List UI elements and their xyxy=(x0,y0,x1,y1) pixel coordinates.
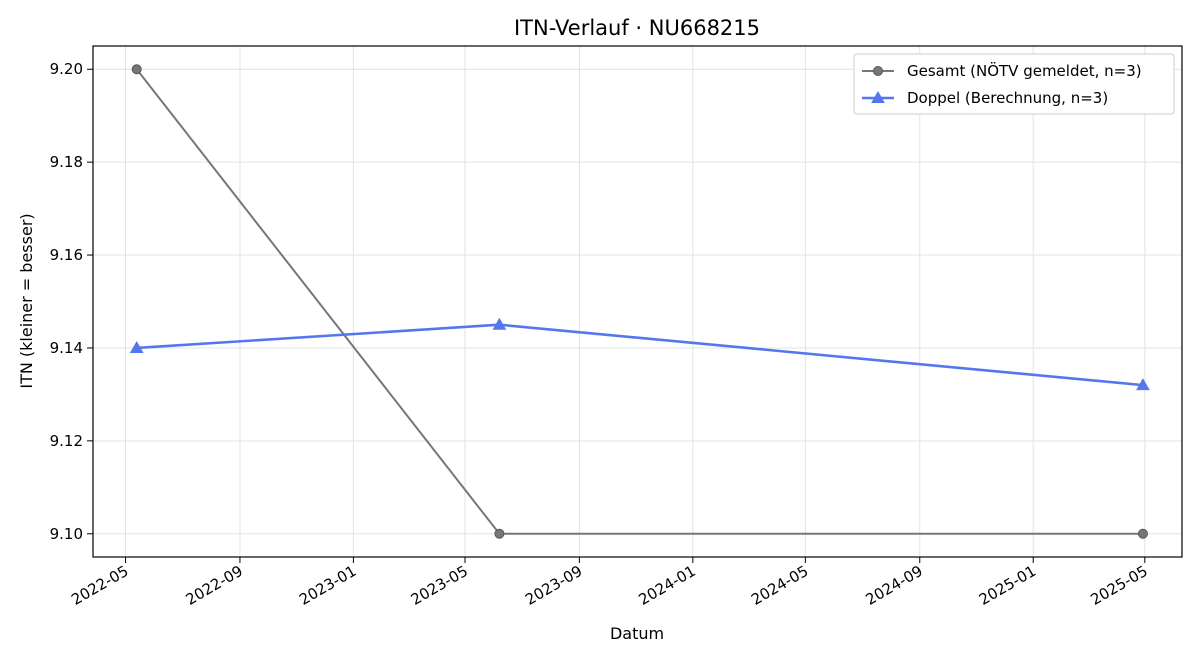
legend-label-1: Gesamt (NÖTV gemeldet, n=3) xyxy=(907,61,1142,80)
data-point-series-1 xyxy=(131,64,142,75)
y-tick-label: 9.10 xyxy=(50,525,83,543)
x-axis-title: Datum xyxy=(610,624,664,643)
series-layer xyxy=(129,64,1150,539)
data-point-series-2 xyxy=(1136,378,1150,391)
data-point-series-1 xyxy=(1137,528,1148,539)
legend-box xyxy=(853,53,1175,115)
y-tick-label: 9.14 xyxy=(50,339,83,357)
plot-frame xyxy=(92,45,1183,558)
y-tick-label: 9.12 xyxy=(50,432,83,450)
legend: Gesamt (NÖTV gemeldet, n=3) Doppel (Berec… xyxy=(853,53,1175,115)
data-point-series-1 xyxy=(494,528,505,539)
legend-label-2: Doppel (Berechnung, n=3) xyxy=(907,89,1108,107)
y-tick-label: 9.18 xyxy=(50,153,83,171)
y-axis-title: ITN (kleiner = besser) xyxy=(17,213,36,388)
data-point-series-2 xyxy=(492,317,507,330)
chart-title: ITN-Verlauf · NU668215 xyxy=(514,16,760,40)
data-point-series-2 xyxy=(129,340,144,353)
y-tick-label: 9.20 xyxy=(50,60,83,78)
y-tick-label: 9.16 xyxy=(50,246,83,264)
legend-marker-1 xyxy=(873,66,883,76)
legend-marker-2 xyxy=(871,90,885,103)
